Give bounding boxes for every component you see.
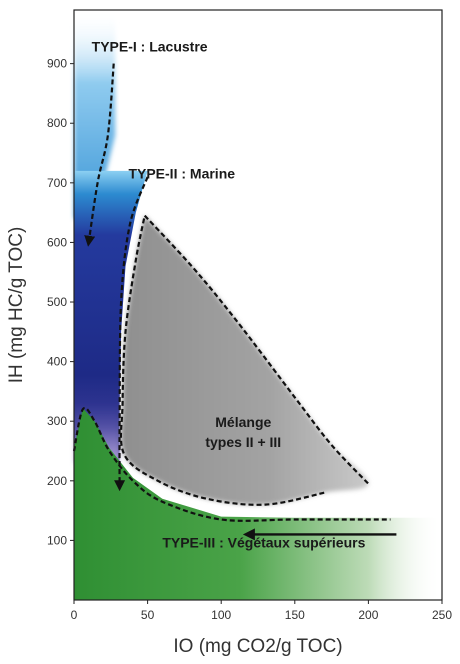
region-labels: TYPE-I : Lacustre TYPE-II : Marine Mélange… (92, 39, 366, 551)
type1-label: TYPE-I : Lacustre (92, 39, 208, 55)
x-tick-label: 150 (285, 608, 305, 622)
mix-label-line: Mélange (215, 414, 271, 430)
y-tick-label: 900 (47, 57, 67, 71)
y-tick-label: 800 (47, 116, 67, 130)
y-tick-label: 200 (47, 474, 67, 488)
x-tick-label: 200 (358, 608, 378, 622)
mix-boundary-lower (119, 215, 325, 506)
region-fills (74, 10, 442, 600)
x-axis-title: IO (mg CO2/g TOC) (173, 636, 342, 657)
arrow-1 (84, 63, 115, 247)
plot-frame (73, 9, 443, 601)
region-boundaries (72, 214, 391, 522)
mix-fill (120, 215, 369, 505)
type1-fill (74, 10, 116, 219)
mix-label-line: types II + III (205, 434, 281, 450)
y-tick-label: 700 (47, 176, 67, 190)
type3-boundary (72, 406, 391, 522)
x-tick-label: 250 (432, 608, 452, 622)
mix-label: Mélange types II + III (205, 414, 281, 450)
x-tick-label: 100 (211, 608, 231, 622)
type2-label: TYPE-II : Marine (128, 166, 235, 182)
mix-boundary (143, 214, 370, 485)
trend-arrows (84, 63, 397, 541)
axes: 0 50 100 150 200 250 100 200 300 400 500 600 700 800 9… (47, 57, 452, 622)
y-tick-label: 400 (47, 355, 67, 369)
y-axis-title: IH (mg HC/g TOC) (6, 227, 27, 384)
y-tick-label: 100 (47, 533, 67, 547)
y-tick-label: 300 (47, 414, 67, 428)
type3-fill (74, 408, 442, 600)
y-tick-label: 500 (47, 295, 67, 309)
x-tick-label: 0 (71, 608, 78, 622)
type3-label: TYPE-III : Végétaux supérieurs (162, 535, 365, 551)
x-tick-label: 50 (141, 608, 155, 622)
y-tick-label: 600 (47, 235, 67, 249)
